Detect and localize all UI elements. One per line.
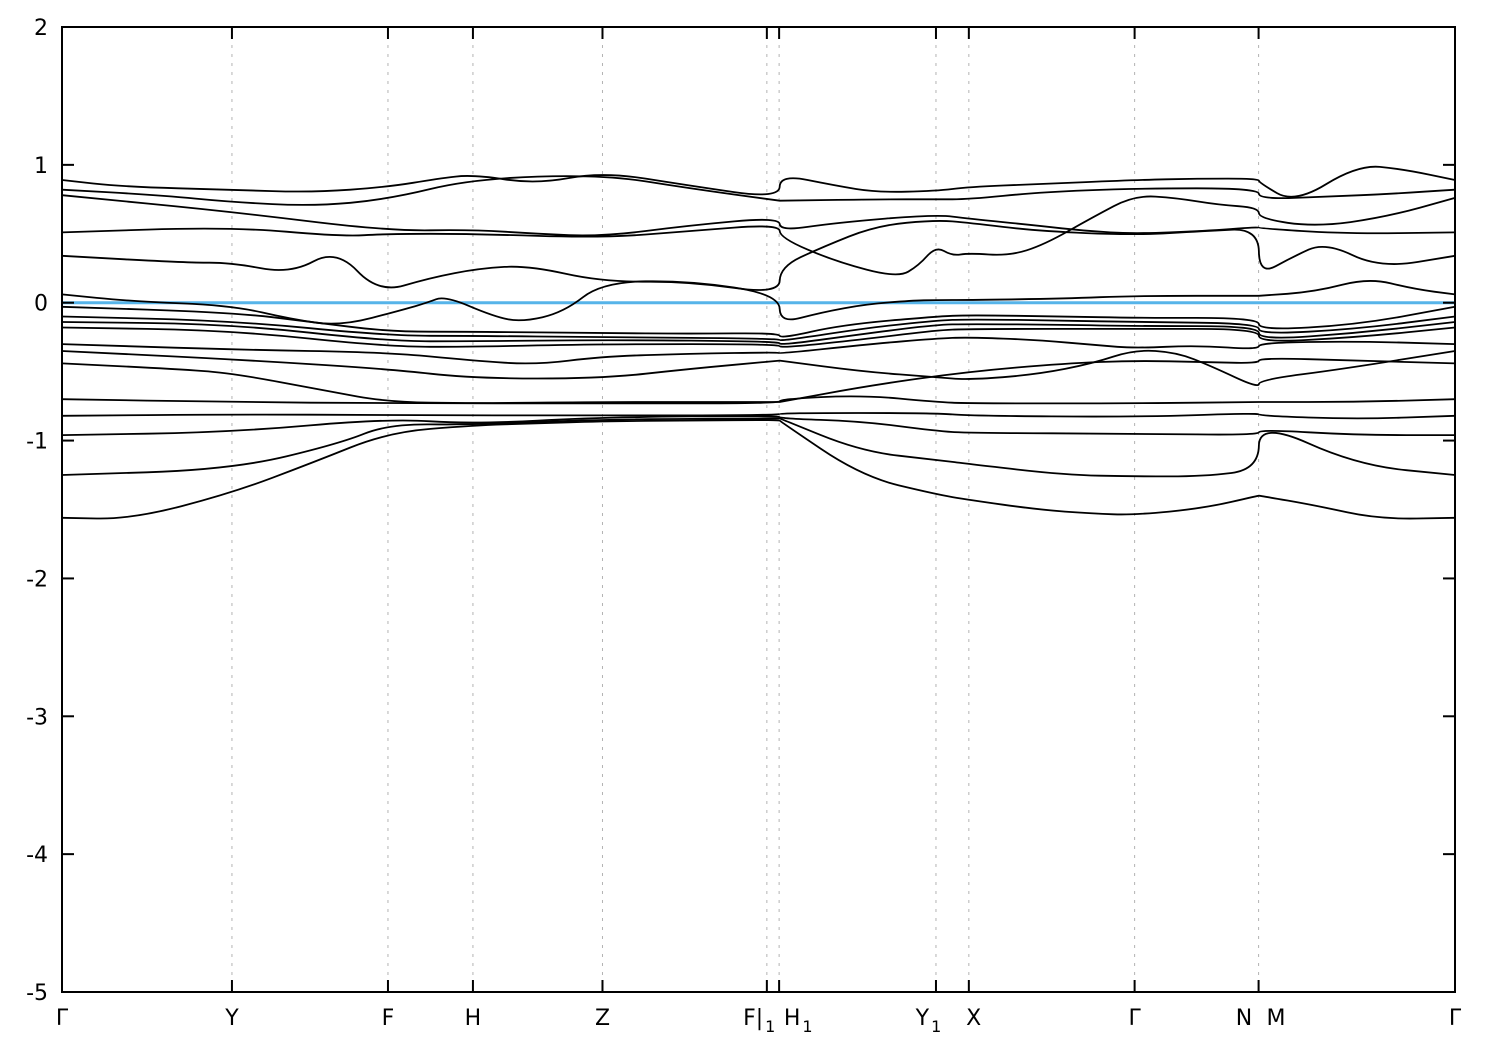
band-12-line [61,349,1456,387]
band-18-line [61,419,1456,520]
y-tick-label: 1 [34,154,48,179]
x-tick-label: Γ [56,1006,69,1031]
band-9-line [61,321,1456,345]
y-tick-label: -5 [26,981,48,1006]
band-4-line [61,195,1456,276]
y-tick-label: -2 [26,567,48,592]
band-1-line [61,165,1456,198]
band-7-line [61,305,1456,338]
band-11-line [61,336,1456,365]
x-tick-label: N [1236,1006,1252,1031]
y-tick-label: -3 [26,705,48,730]
band-15-line [61,412,1456,420]
y-tick-label: 0 [34,292,48,317]
band-10-line [61,326,1456,348]
x-tick-label: Γ [1128,1006,1141,1031]
x-tick-label: H [465,1006,482,1031]
plot-border [61,26,1456,993]
band-2-line [61,175,1456,206]
x-tick-label: Γ [1449,1006,1462,1031]
x-tick-label: X [966,1006,981,1031]
y-tick-label: -1 [26,430,48,455]
x-tick-label: F [382,1006,395,1031]
band-8-line [61,315,1456,342]
y-tick-label: 2 [34,16,48,41]
x-tick-label: M [1267,1006,1286,1031]
x-tick-label: F| 1 [743,1006,775,1036]
band-16-line [61,415,1456,436]
x-tick-label: Y [224,1006,239,1031]
y-tick-label: -4 [26,843,48,868]
x-tick-label: Z [595,1006,610,1031]
band-6-line [61,280,1456,325]
band-17-line [61,417,1456,478]
band-5-line [61,220,1456,291]
band-14-line [61,395,1456,405]
